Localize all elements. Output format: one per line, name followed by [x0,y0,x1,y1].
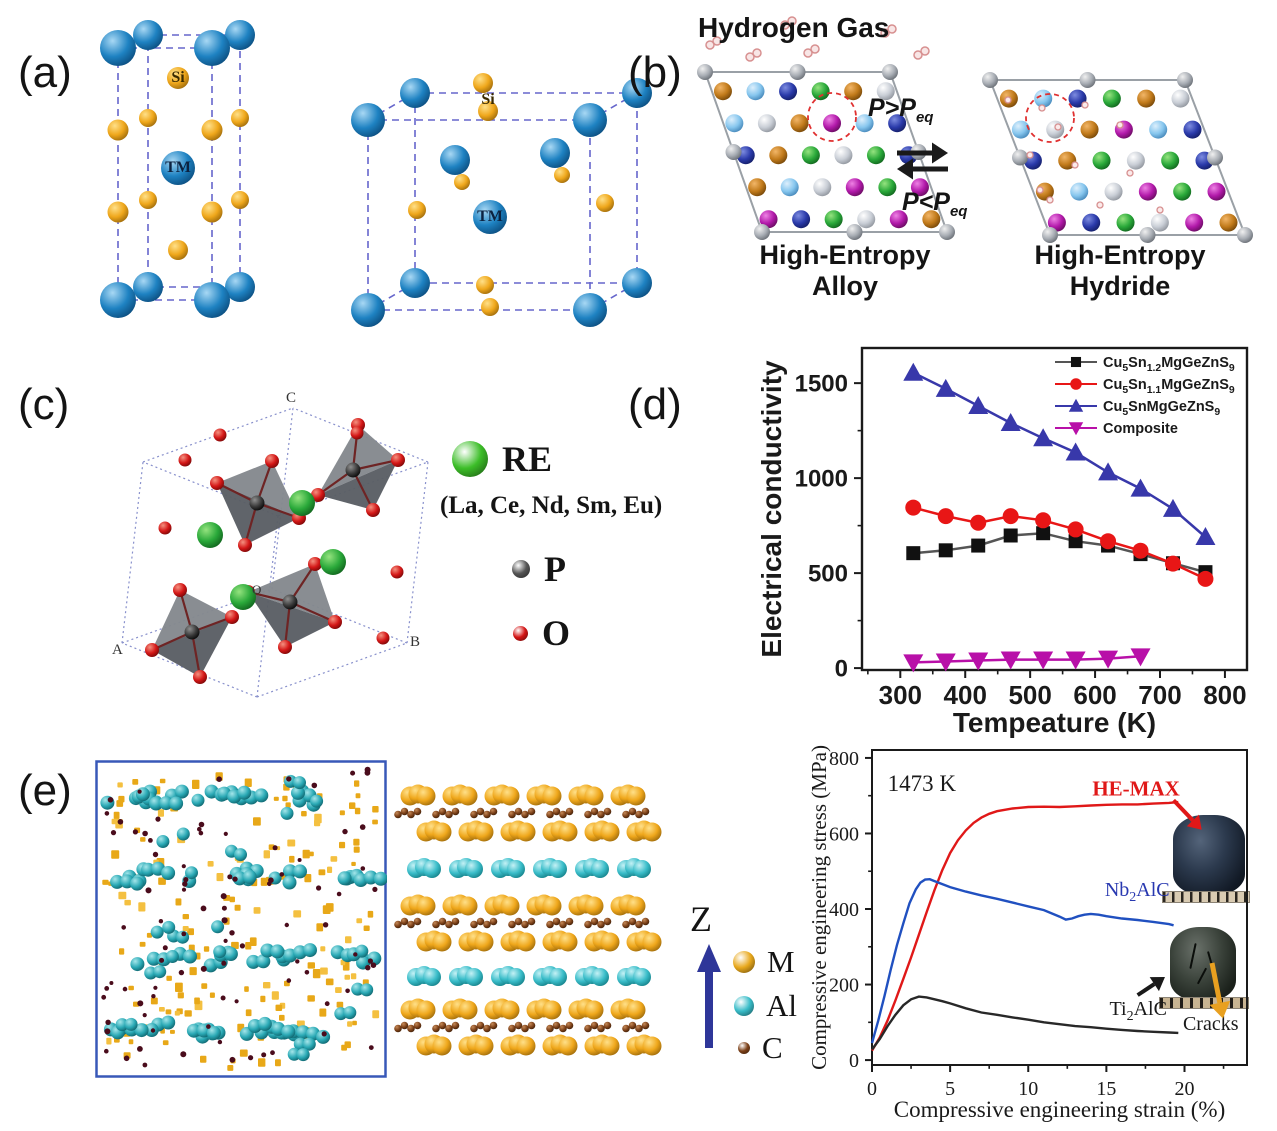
cell-corner-c: C [286,390,297,406]
c-atom-icon [738,1042,750,1054]
he-max-specimen-photo [1173,815,1245,895]
al-label: Al [766,988,797,1023]
cell-corner-a: A [112,642,123,658]
stress-strain-panel: 0 5 10 15 20 0 200 400 600 800 Compressive enginee… [810,745,1277,1131]
re-elements-list: (La, Ce, Nd, Sm, Eu) [440,492,662,520]
legend-item-o: O [513,612,570,654]
si-atom-label: Si [171,69,185,86]
legend-item-re: RE [452,438,552,480]
conductivity-chart: 300 400 500 600 700 800 0 500 1000 1500 Tempeature… [756,346,1249,738]
legend-entry-Cu5Sn1.1MgGeZnS9: Cu5Sn1.1MgGeZnS9 [1103,377,1235,396]
alloy-caption-line1: High-Entropy [759,240,931,270]
svg-text:20: 20 [1175,1078,1195,1100]
legend-entry-Cu5Sn1.2MgGeZnS9: Cu5Sn1.2MgGeZnS9 [1103,355,1235,374]
series-HE-MAX [870,800,1179,1052]
legend-entry-Cu5SnMgGeZnS9: Cu5SnMgGeZnS9 [1103,399,1220,418]
legend-item-c: C [738,1030,783,1066]
c-label: C [762,1030,783,1065]
legend-entry-Composite: Composite [1103,421,1178,437]
svg-text:400: 400 [829,899,859,921]
ruler-icon [1162,891,1250,903]
svg-text:500: 500 [808,561,848,588]
series-Cu5Sn1.1MgGeZnS9 [912,506,1206,580]
svg-text:0: 0 [867,1078,877,1100]
svg-text:Compressive engineering stress: Compressive engineering stress (MPa) [810,745,831,1070]
svg-text:600: 600 [1073,680,1116,710]
panel-b-label: (b) [628,48,682,97]
pressure-greater-main: P>P [868,94,916,122]
al-atom-icon [734,996,754,1016]
pressure-less-sub: eq [949,203,968,220]
panel-e-label: (e) [18,766,72,815]
pressure-less-label: P<Peq [902,188,967,220]
svg-text:1473 K: 1473 K [888,771,957,796]
svg-text:700: 700 [1138,680,1181,710]
o-label: O [542,613,571,653]
pressure-greater-sub: eq [915,109,934,126]
svg-text:10: 10 [1018,1078,1038,1100]
re-elements-text: (La, Ce, Nd, Sm, Eu) [440,492,663,519]
panel-a-crystal-structures [100,20,652,327]
pressure-greater-label: P>Peq [868,94,933,126]
pressure-less-main: P<P [902,188,950,216]
panel-d-label: (d) [628,380,682,429]
m-label: M [767,944,795,979]
svg-text:1000: 1000 [795,466,848,493]
o-atom-icon [513,625,528,641]
svg-text:Cracks: Cracks [1183,1013,1239,1035]
p-atom-icon [512,560,530,578]
re-label: RE [502,439,553,479]
svg-text:Compressive engineering strain: Compressive engineering strain (%) [894,1097,1226,1122]
svg-text:15: 15 [1096,1078,1116,1100]
z-axis-label: Z [690,899,712,939]
svg-text:0: 0 [849,1050,859,1072]
svg-text:1500: 1500 [795,371,848,398]
legend-item-p: P [512,548,566,590]
svg-text:600: 600 [829,823,859,845]
panel-b-alloy-hydride-schematic [697,16,1253,243]
svg-text:200: 200 [829,975,859,997]
panel-e-layered-structure [394,784,662,1056]
alloy-caption-line2: Alloy [811,271,878,301]
svg-text:Electrical conductivity: Electrical conductivity [756,360,787,658]
svg-text:800: 800 [829,748,859,770]
cell-corner-o: O [252,582,262,597]
hydride-caption-line2: Hydride [1069,271,1171,301]
series-Ti2AlC [871,995,1179,1051]
svg-text:0: 0 [835,656,848,683]
series-Cu5Sn1.2MgGeZnS9 [913,531,1206,574]
svg-text:300: 300 [879,680,922,710]
legend-item-al: Al [734,988,797,1024]
tm-atom-label: TM [165,159,191,176]
p-label: P [544,549,566,589]
z-axis-arrow [697,944,721,1048]
svg-text:5: 5 [945,1078,955,1100]
m-atom-icon [733,951,755,973]
ti2alc-specimen-photo [1170,927,1236,1001]
panel-c-phosphate-structure [121,407,429,698]
si-atom-label: Si [481,91,495,108]
panel-a-label: (a) [18,48,72,97]
svg-text:400: 400 [944,680,987,710]
re-atom-icon [452,441,488,477]
panel-c-label: (c) [18,380,70,429]
hydride-caption: High-Entropy Hydride [1020,240,1220,302]
panel-e-disordered-map [95,760,387,1078]
svg-text:Nb2AlC: Nb2AlC [1105,879,1170,905]
svg-text:500: 500 [1008,680,1051,710]
alloy-caption: High-Entropy Alloy [745,240,945,302]
svg-text:Tempeature (K): Tempeature (K) [953,707,1156,738]
series-Cu5SnMgGeZnS9 [912,371,1207,538]
legend-item-m: M [733,944,795,980]
tm-atom-label: TM [477,208,503,225]
svg-text:800: 800 [1203,680,1246,710]
hydrogen-gas-title: Hydrogen Gas [698,12,890,43]
series-Nb2AlC [870,877,1174,1044]
svg-text:Ti2AlC: Ti2AlC [1110,998,1167,1024]
cell-corner-b: B [410,634,421,650]
svg-text:HE-MAX: HE-MAX [1092,777,1180,801]
hydride-caption-line1: High-Entropy [1034,240,1206,270]
